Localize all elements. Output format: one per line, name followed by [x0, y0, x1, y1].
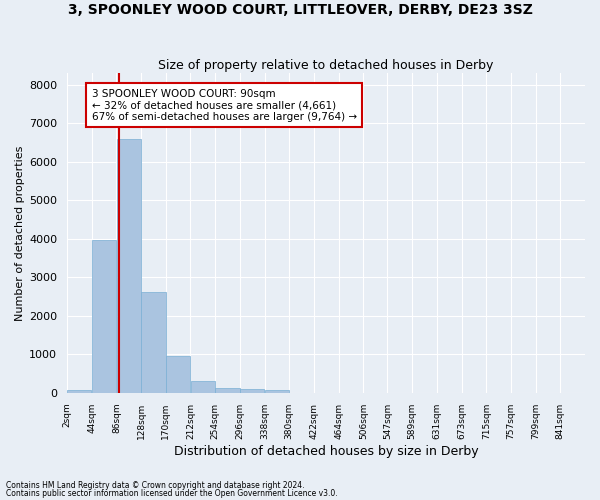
Text: Contains public sector information licensed under the Open Government Licence v3: Contains public sector information licen…: [6, 489, 338, 498]
Bar: [142, 292, 166, 393]
Bar: [166, 356, 190, 393]
Text: Contains HM Land Registry data © Crown copyright and database right 2024.: Contains HM Land Registry data © Crown c…: [6, 480, 305, 490]
Bar: [67, 390, 91, 393]
Bar: [116, 140, 141, 393]
Text: 3 SPOONLEY WOOD COURT: 90sqm
← 32% of detached houses are smaller (4,661)
67% of: 3 SPOONLEY WOOD COURT: 90sqm ← 32% of de…: [92, 88, 357, 122]
Bar: [191, 381, 215, 393]
Y-axis label: Number of detached properties: Number of detached properties: [15, 146, 25, 320]
Bar: [215, 388, 239, 393]
Bar: [240, 389, 265, 393]
Text: 3, SPOONLEY WOOD COURT, LITTLEOVER, DERBY, DE23 3SZ: 3, SPOONLEY WOOD COURT, LITTLEOVER, DERB…: [68, 2, 532, 16]
Title: Size of property relative to detached houses in Derby: Size of property relative to detached ho…: [158, 59, 494, 72]
Bar: [265, 390, 289, 393]
X-axis label: Distribution of detached houses by size in Derby: Distribution of detached houses by size …: [173, 444, 478, 458]
Bar: [92, 240, 116, 393]
